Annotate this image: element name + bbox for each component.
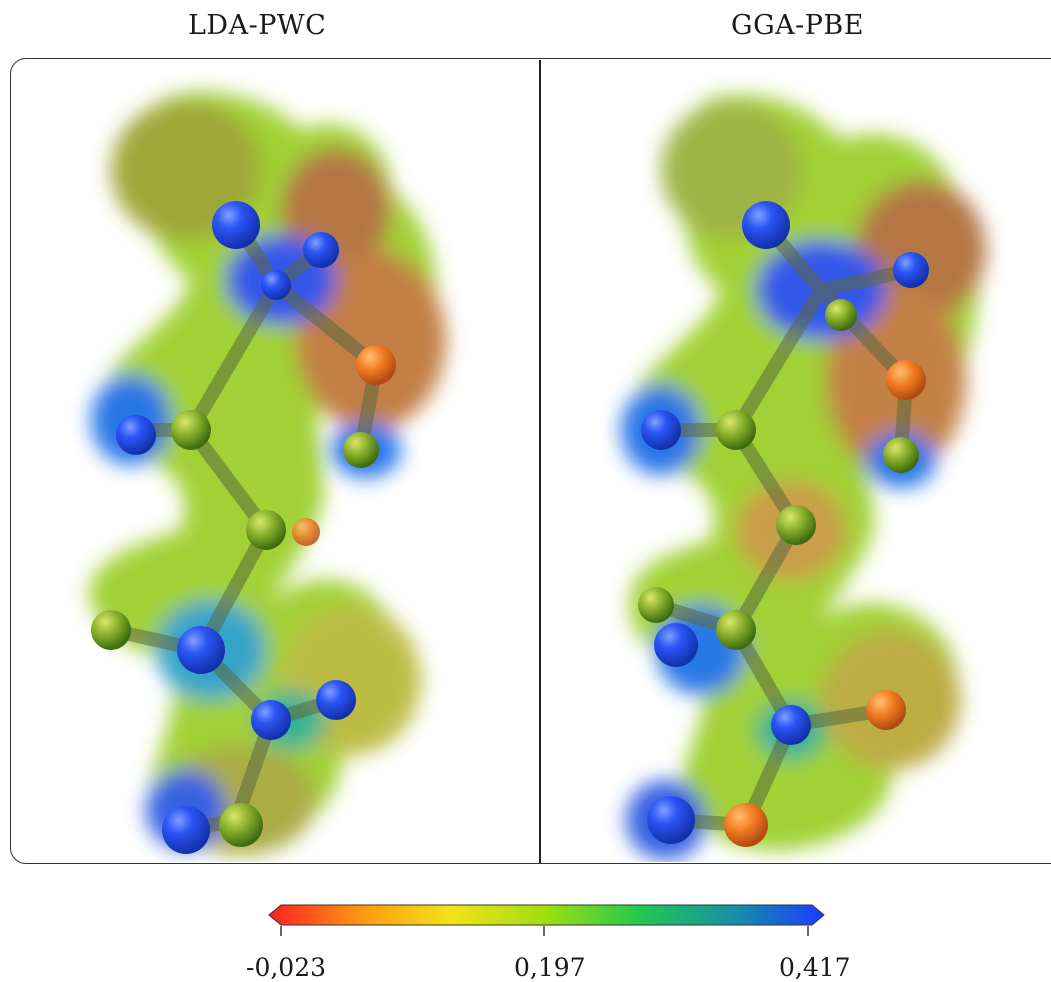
panel-title-lda-pwc: LDA-PWC bbox=[188, 10, 327, 41]
panel-title-gga-pbe: GGA-PBE bbox=[731, 10, 864, 41]
colorbar-tick-label: 0,417 bbox=[779, 953, 851, 982]
colorbar-tick-label: -0,023 bbox=[246, 953, 327, 982]
colorbar bbox=[268, 904, 825, 936]
molecule-gga-pbe bbox=[621, 94, 986, 860]
panel-divider bbox=[539, 60, 541, 863]
molecule-lda-pwc bbox=[89, 91, 446, 855]
colorbar-gradient bbox=[268, 904, 825, 926]
colorbar-tick-label: 0,197 bbox=[514, 953, 586, 982]
